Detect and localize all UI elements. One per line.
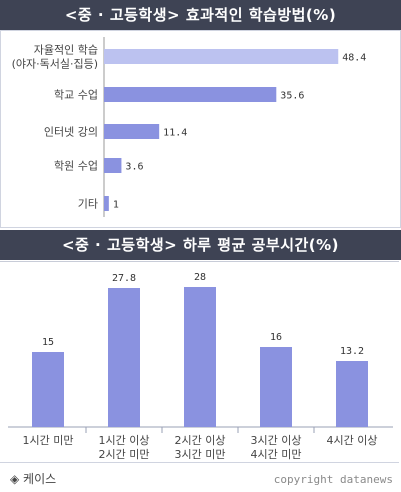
chart2-value-label: 16: [270, 332, 282, 343]
chart2-category-label: 2시간 이상: [175, 434, 226, 447]
chart2-category-label: 1시간 미만: [23, 434, 74, 447]
chart2-bar: [108, 288, 140, 427]
chart1-bar: [104, 49, 339, 64]
chart2-bar: [260, 347, 292, 427]
chart1-category-label: 자율적인 학습: [34, 44, 98, 57]
source-label: ◈ 케이스: [10, 472, 57, 486]
chart2-bar: [184, 287, 216, 427]
chart1-category-label: 인터넷 강의: [44, 126, 98, 139]
chart2-category-label: 4시간 미만: [251, 448, 302, 461]
chart1-bar: [104, 87, 277, 102]
chart1-category-label: (야자·독서실·집등): [12, 58, 98, 71]
chart2-value-label: 28: [194, 272, 206, 283]
chart1-category-label: 기타: [78, 198, 98, 211]
chart2-category-label: 3시간 미만: [175, 448, 226, 461]
chart1-bar: [104, 196, 109, 211]
chart2-category-label: 3시간 이상: [251, 434, 302, 447]
chart2-bar: [336, 361, 368, 427]
chart1-bar: [104, 124, 160, 139]
chart2-value-label: 27.8: [112, 273, 136, 284]
chart2-value-label: 15: [42, 337, 54, 348]
chart2-category-label: 2시간 미만: [99, 448, 150, 461]
chart2-title: <중 · 고등학생> 하루 평균 공부시간(%): [0, 230, 401, 260]
chart1-category-label: 학교 수업: [54, 89, 98, 102]
chart1-value-label: 48.4: [342, 53, 366, 64]
chart1-svg: 자율적인 학습(야자·독서실·집등) 48.4 학교 수업 35.6 인터넷 강의 11.…: [12, 37, 366, 217]
copyright-label: copyright datanews: [273, 473, 393, 486]
chart1-value-label: 11.4: [163, 128, 187, 139]
chart1-value-label: 3.6: [125, 162, 143, 173]
chart1-panel: 자율적인 학습 (야자·독서실·집등) 48.4 학교 수업 35.6 인터넷 강의 11.…: [0, 30, 401, 228]
chart1-category-label: 학원 수업: [54, 160, 98, 173]
chart2-bar: [32, 352, 64, 427]
chart2-panel: 15 1시간 미만 27.8 1시간 이상 2시간 미만 28 2시간 이상 3시간 미만 16…: [0, 261, 399, 463]
chart1-value-label: 35.6: [280, 91, 304, 102]
chart2-value-label: 13.2: [340, 346, 364, 357]
chart2-category-label: 1시간 이상: [99, 434, 150, 447]
chart1-title: <중 · 고등학생> 효과적인 학습방법(%): [0, 0, 401, 30]
chart1-value-label: 1: [113, 200, 119, 211]
chart1-bar: [104, 158, 122, 173]
chart2-category-label: 4시간 이상: [327, 434, 378, 447]
